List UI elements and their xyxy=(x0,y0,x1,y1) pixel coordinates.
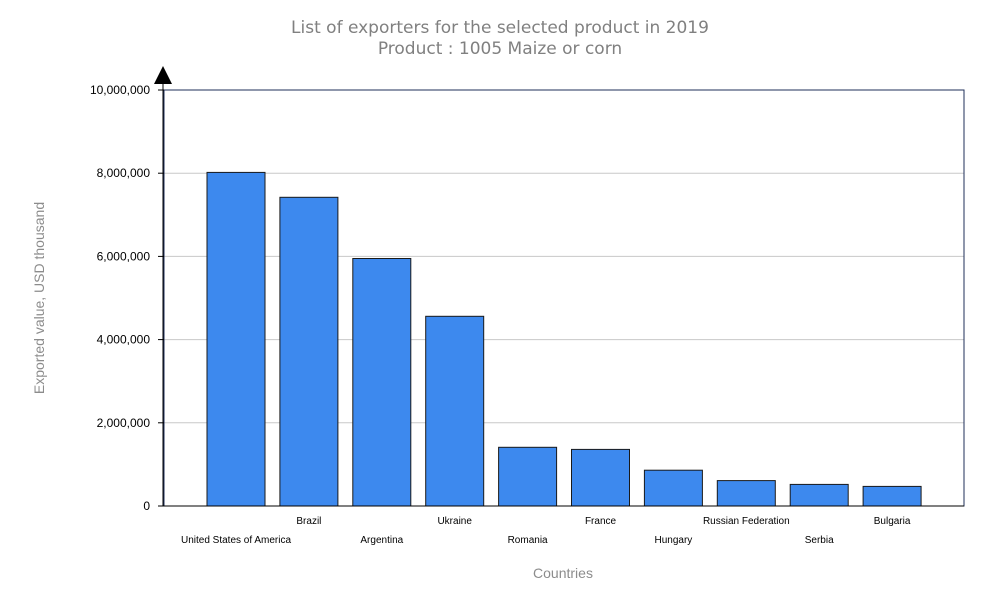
x-category-label: Ukraine xyxy=(437,516,472,527)
x-category-label: France xyxy=(585,516,617,527)
bar xyxy=(862,485,922,507)
x-category-label: Bulgaria xyxy=(874,516,911,527)
y-tick-label: 0 xyxy=(143,499,150,513)
chart-title-block: List of exporters for the selected produ… xyxy=(0,18,1000,60)
chart-subtitle: Product : 1005 Maize or corn xyxy=(377,39,623,59)
x-category-label: Serbia xyxy=(805,535,834,546)
bar xyxy=(789,483,849,507)
x-category-label: Romania xyxy=(508,535,548,546)
y-tick-label: 10,000,000 xyxy=(90,83,150,97)
chart-title: List of exporters for the selected produ… xyxy=(291,18,709,38)
y-tick-label: 4,000,000 xyxy=(97,333,151,347)
x-axis-title: Countries xyxy=(533,565,593,581)
y-axis-ticks: 0 2,000,000 4,000,000 6,000,000 8,000,000 10,… xyxy=(90,83,164,513)
x-category-label: United States of America xyxy=(181,535,291,546)
y-tick-label: 8,000,000 xyxy=(97,166,151,180)
bar xyxy=(571,448,630,507)
x-category-label: Hungary xyxy=(654,535,692,546)
bar xyxy=(206,171,266,507)
bar xyxy=(279,196,339,507)
bar xyxy=(425,315,485,507)
x-axis-labels: United States of America Brazil Argentina U… xyxy=(181,516,911,546)
y-tick-label: 2,000,000 xyxy=(97,416,151,430)
x-category-label: Brazil xyxy=(296,516,321,527)
y-tick-label: 6,000,000 xyxy=(97,249,151,263)
bar xyxy=(352,258,412,507)
x-category-label: Argentina xyxy=(360,535,403,546)
y-axis-title: Exported value, USD thousand xyxy=(31,202,47,394)
bar xyxy=(643,469,703,507)
plot-frame xyxy=(158,82,965,507)
bars xyxy=(206,171,922,507)
x-category-label: Russian Federation xyxy=(703,516,790,527)
bar xyxy=(498,446,558,507)
bar xyxy=(716,480,776,507)
y-axis-arrow-icon xyxy=(154,66,172,84)
